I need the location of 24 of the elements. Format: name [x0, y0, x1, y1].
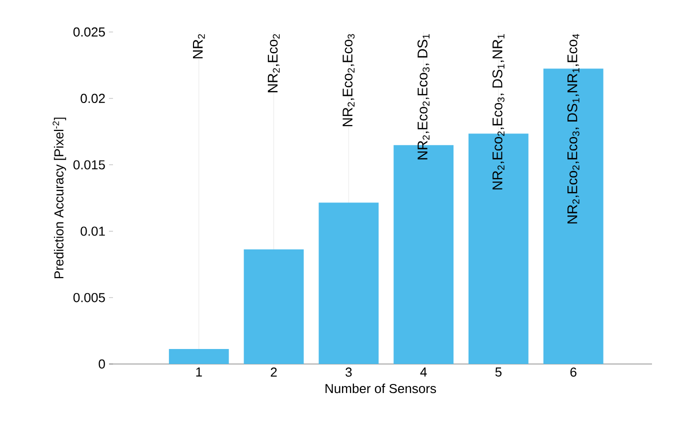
bar: [318, 202, 379, 364]
bar: [543, 68, 604, 364]
y-tick-label: 0.02: [80, 94, 105, 103]
x-tick-label: 5: [495, 368, 502, 377]
x-axis-title: Number of Sensors: [326, 384, 436, 394]
x-tick-label: 1: [196, 368, 202, 376]
text: NR$_{2}$,Eco$_{2}$,Eco$_{3}$, DS$_{1}$,NR$_{1}$: [492, 34, 504, 190]
x-tick-label: 2: [270, 368, 277, 377]
annotation: NR$_{2}$,Eco$_{2}$,Eco$_{3}$: [342, 34, 355, 126]
y-tick-label: 0.015: [73, 160, 105, 170]
y-tick-label: 0.01: [80, 226, 105, 236]
x-tick-label: 4: [420, 368, 427, 376]
y-tick-label: 0.005: [73, 292, 105, 302]
annotation: NR$_{2}$,Eco$_{2}$: [268, 34, 280, 92]
y-axis-title: Prediction Accuracy [Pixel$^{-2}$]: [52, 118, 66, 278]
bar: [168, 348, 229, 364]
annotation: NR$_{2}$: [192, 34, 205, 58]
x-tick-label: 3: [346, 368, 352, 377]
y-tick-label: 0.025: [73, 27, 105, 37]
bar: [244, 249, 304, 364]
y-tick-label: 0: [98, 359, 105, 369]
annotation: NR$_{2}$,Eco$_{2}$,Eco$_{3}$, DS$_{1}$: [418, 34, 430, 160]
text: NR$_{2}$,Eco$_{2}$,Eco$_{3}$, DS$_{1}$,NR$_{1}$,Eco$_{4}$: [567, 34, 580, 224]
x-tick-label: 6: [570, 368, 576, 377]
